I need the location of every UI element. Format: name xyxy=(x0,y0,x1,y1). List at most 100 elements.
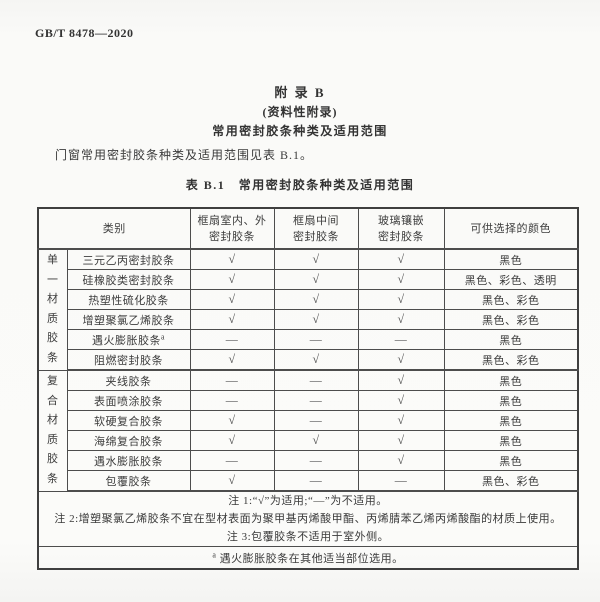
table-row: 软硬复合胶条 √ — √ 黑色 xyxy=(38,410,579,431)
type-name-cell: 三元乙丙密封胶条 xyxy=(66,248,191,270)
frame-inner-outer-cell: √ xyxy=(189,410,275,431)
frame-middle-cell: √ xyxy=(273,248,359,270)
type-name-cell: 增塑聚氯乙烯胶条 xyxy=(66,309,191,330)
type-name-cell: 遇火膨胀胶条a xyxy=(66,329,191,350)
type-name-cell: 阻燃密封胶条 xyxy=(66,349,191,371)
footnote-text: 遇火膨胀胶条在其他适当部位选用。 xyxy=(219,552,404,565)
table-row: 阻燃密封胶条 √ √ √ 黑色、彩色 xyxy=(38,349,579,371)
frame-middle-cell: — xyxy=(273,410,359,431)
group-single-material: 单一材质胶条 xyxy=(37,248,68,371)
color-cell: 黑色 xyxy=(443,390,579,411)
footnote-marker: a xyxy=(212,549,217,559)
appendix-name: 常用密封胶条种类及适用范围 xyxy=(212,124,388,138)
color-cell: 黑色 xyxy=(443,450,579,471)
glass-glazing-cell: √ xyxy=(357,450,445,471)
table-caption: 表 B.1 常用密封胶条种类及适用范围 xyxy=(185,178,415,192)
footnote-ref: a xyxy=(160,331,166,341)
frame-inner-outer-cell: √ xyxy=(189,309,275,330)
glass-glazing-cell: √ xyxy=(357,349,445,371)
group-composite-material: 复合材质胶条 xyxy=(37,369,68,492)
frame-inner-outer-cell: — xyxy=(189,450,275,471)
color-cell: 黑色 xyxy=(443,410,579,431)
sealing-strip-table: 类别 框扇室内、外 密封胶条 框扇中间 密封胶条 玻璃镶嵌 密封胶条 可供选择的颜色 … xyxy=(37,207,579,570)
color-cell: 黑色 xyxy=(443,329,579,350)
glass-glazing-cell: √ xyxy=(357,309,445,330)
glass-glazing-cell: √ xyxy=(357,269,445,290)
frame-middle-cell: √ xyxy=(273,269,359,290)
glass-glazing-cell: √ xyxy=(357,390,445,411)
table-row: 热塑性硫化胶条 √ √ √ 黑色、彩色 xyxy=(38,289,579,310)
table-row: 表面喷涂胶条 — — √ 黑色 xyxy=(38,390,579,411)
header-glass-glazing: 玻璃镶嵌 密封胶条 xyxy=(357,207,445,250)
glass-glazing-cell: — xyxy=(357,470,445,492)
header-line: 玻璃镶嵌 xyxy=(378,214,424,227)
group-label: 复合材质胶条 xyxy=(47,375,59,485)
appendix-subtitle: (资料性附录) xyxy=(262,105,338,119)
table-row: 遇火膨胀胶条a — — — 黑色 xyxy=(38,329,579,350)
table-row: 硅橡胶类密封胶条 √ √ √ 黑色、彩色、透明 xyxy=(38,269,579,290)
glass-glazing-cell: — xyxy=(357,329,445,350)
frame-inner-outer-cell: √ xyxy=(189,470,275,492)
color-cell: 黑色 xyxy=(443,369,579,391)
note-3: 注 3:包覆胶条不适用于室外侧。 xyxy=(226,531,390,543)
frame-inner-outer-cell: — xyxy=(189,369,275,391)
header-line: 框扇室内、外 xyxy=(197,214,267,227)
frame-inner-outer-cell: √ xyxy=(189,269,275,290)
color-cell: 黑色、彩色 xyxy=(443,289,579,310)
frame-middle-cell: — xyxy=(273,450,359,471)
table-footnote-row: a 遇火膨胀胶条在其他适当部位选用。 xyxy=(37,546,579,570)
type-name-cell: 热塑性硫化胶条 xyxy=(66,289,191,310)
glass-glazing-cell: √ xyxy=(357,289,445,310)
table-row: 增塑聚氯乙烯胶条 √ √ √ 黑色、彩色 xyxy=(38,309,579,330)
appendix-title: 附 录 B xyxy=(274,85,326,100)
glass-glazing-cell: √ xyxy=(357,430,445,451)
type-name-cell: 遇水膨胀胶条 xyxy=(66,450,191,471)
table-header-row: 类别 框扇室内、外 密封胶条 框扇中间 密封胶条 玻璃镶嵌 密封胶条 可供选择的颜色 xyxy=(37,207,579,250)
header-line: 密封胶条 xyxy=(293,230,339,243)
frame-middle-cell: — xyxy=(273,470,359,492)
note-2: 注 2:增塑聚氯乙烯胶条不宜在型材表面为聚甲基丙烯酸甲酯、丙烯腈苯乙烯丙烯酸酯的… xyxy=(54,513,562,525)
type-name-cell: 海绵复合胶条 xyxy=(66,430,191,451)
header-frame-inner-outer: 框扇室内、外 密封胶条 xyxy=(189,207,275,250)
glass-glazing-cell: √ xyxy=(357,410,445,431)
table-row: 复合材质胶条 夹线胶条 — — √ 黑色 xyxy=(37,369,579,492)
header-line: 密封胶条 xyxy=(378,230,424,243)
frame-inner-outer-cell: √ xyxy=(189,289,275,310)
type-name-cell: 硅橡胶类密封胶条 xyxy=(66,269,191,290)
frame-inner-outer-cell: √ xyxy=(189,248,275,270)
note-1: 注 1:“√”为适用;“—”为不适用。 xyxy=(228,495,388,507)
glass-glazing-cell: √ xyxy=(357,248,445,270)
color-cell: 黑色、彩色、透明 xyxy=(443,269,579,290)
type-name-cell: 夹线胶条 xyxy=(66,369,191,391)
header-line: 密封胶条 xyxy=(209,230,255,243)
glass-glazing-cell: √ xyxy=(357,369,445,391)
frame-middle-cell: √ xyxy=(273,309,359,330)
frame-middle-cell: √ xyxy=(273,430,359,451)
table-row: 海绵复合胶条 √ √ √ 黑色 xyxy=(38,430,579,451)
frame-inner-outer-cell: — xyxy=(189,390,275,411)
frame-middle-cell: √ xyxy=(273,289,359,310)
frame-inner-outer-cell: √ xyxy=(189,430,275,451)
color-cell: 黑色、彩色 xyxy=(443,470,579,492)
type-name: 遇火膨胀胶条 xyxy=(91,334,161,347)
header-line: 框扇中间 xyxy=(293,214,339,227)
header-frame-middle: 框扇中间 密封胶条 xyxy=(273,207,359,250)
frame-middle-cell: — xyxy=(273,369,359,391)
intro-paragraph: 门窗常用密封胶条种类及适用范围见表 B.1。 xyxy=(55,148,314,162)
frame-middle-cell: — xyxy=(273,329,359,350)
type-name-cell: 软硬复合胶条 xyxy=(66,410,191,431)
footnote-cell: a 遇火膨胀胶条在其他适当部位选用。 xyxy=(37,546,579,570)
type-name-cell: 包覆胶条 xyxy=(66,470,191,492)
frame-inner-outer-cell: — xyxy=(189,329,275,350)
color-cell: 黑色、彩色 xyxy=(443,309,579,330)
frame-middle-cell: — xyxy=(273,390,359,411)
frame-inner-outer-cell: √ xyxy=(189,349,275,371)
table-row: 单一材质胶条 三元乙丙密封胶条 √ √ √ 黑色 xyxy=(37,248,579,371)
table-notes-row: 注 1:“√”为适用;“—”为不适用。 注 2:增塑聚氯乙烯胶条不宜在型材表面为… xyxy=(37,490,579,547)
header-category: 类别 xyxy=(37,207,191,250)
table-row: 包覆胶条 √ — — 黑色、彩色 xyxy=(38,470,579,492)
color-cell: 黑色 xyxy=(443,248,579,270)
group-label: 单一材质胶条 xyxy=(47,254,59,364)
color-cell: 黑色 xyxy=(443,430,579,451)
